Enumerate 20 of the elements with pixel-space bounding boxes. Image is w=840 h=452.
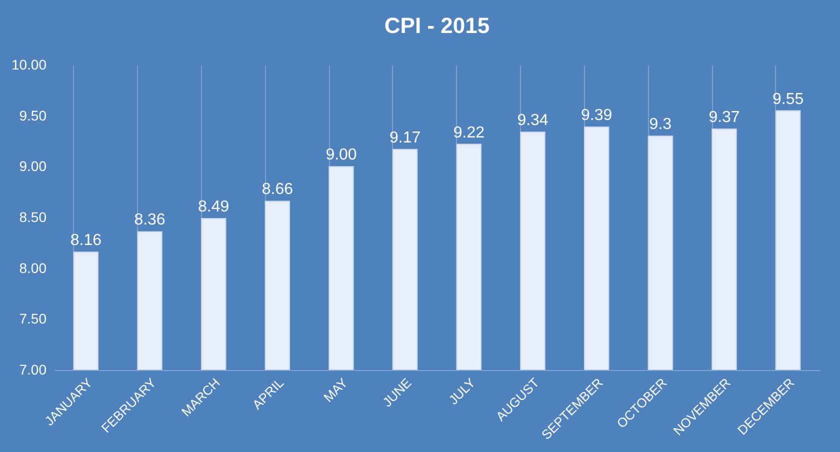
- data-label: 8.16: [70, 232, 102, 250]
- data-label: 9.37: [708, 109, 740, 126]
- data-label: 9.00: [326, 146, 357, 164]
- y-tick-label: 7.00: [19, 362, 47, 378]
- chart-title: CPI - 2015: [384, 13, 490, 38]
- data-label: 8.36: [134, 212, 166, 229]
- data-label: 9.17: [390, 129, 421, 146]
- y-tick-label: 7.50: [19, 310, 47, 327]
- y-tick-label: 9.50: [19, 107, 47, 124]
- data-label: 9.39: [581, 107, 612, 124]
- y-tick-label: 9.00: [19, 158, 47, 174]
- y-tick-label: 10.00: [11, 56, 47, 72]
- data-label: 9.3: [649, 116, 672, 134]
- data-label: 8.49: [198, 198, 230, 216]
- y-tick-label: 8.50: [19, 209, 47, 225]
- data-label: 9.22: [453, 124, 485, 142]
- data-label: 9.34: [517, 112, 548, 130]
- y-tick-label: 8.00: [19, 260, 47, 276]
- data-label: 9.55: [772, 90, 804, 108]
- data-label: 8.66: [262, 181, 294, 198]
